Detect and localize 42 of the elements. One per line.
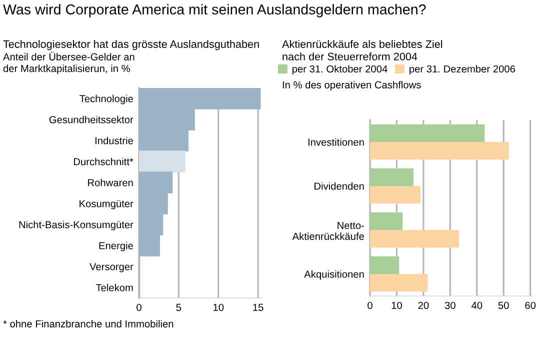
chart-subtitle: In % des operativen Cashflows bbox=[282, 81, 421, 90]
bar bbox=[370, 256, 400, 274]
y-tick-label: Nicht-Basis-Konsumgüter bbox=[19, 220, 134, 230]
legend-label: per 31. Oktober 2004 bbox=[292, 65, 388, 75]
x-tick-label: 0 bbox=[368, 302, 372, 310]
y-tick-label: Durchschnitt* bbox=[74, 158, 134, 166]
y-tick-label: Netto- Aktienrückkäufe bbox=[292, 222, 364, 240]
y-tick-label: Energie bbox=[99, 242, 133, 252]
bar bbox=[370, 274, 428, 292]
legend-label: per 31. Dezember 2006 bbox=[410, 65, 515, 75]
y-tick-label: Kosumgüter bbox=[80, 200, 134, 210]
text: Was wird Corporate America mit seinen Auslandsgeldern machen? bbox=[3, 4, 426, 18]
y-tick-label: Technologie bbox=[80, 94, 133, 104]
x-tick-label: 50 bbox=[498, 302, 509, 310]
x-tick-label: 10 bbox=[213, 304, 224, 312]
x-tick-label: 40 bbox=[471, 302, 482, 310]
chart-title: Technologiesektor hat das grösste Auslandsguthaben bbox=[3, 40, 259, 50]
bar bbox=[370, 230, 459, 248]
bar bbox=[370, 186, 421, 204]
y-tick-label: Versorger bbox=[90, 263, 134, 272]
x-tick-label: 15 bbox=[253, 304, 264, 312]
bar bbox=[139, 150, 186, 172]
y-tick-label: Akquisitionen bbox=[304, 270, 364, 280]
y-tick-label: Industrie bbox=[95, 136, 133, 144]
bar bbox=[370, 168, 414, 186]
bar bbox=[370, 142, 509, 160]
y-tick-label: Rohwaren bbox=[88, 178, 133, 186]
chart-title: Aktienrückkäufe als beliebtes Ziel nach der Steuerreform 2004 bbox=[282, 40, 442, 60]
x-tick-label: 10 bbox=[392, 302, 402, 310]
x-tick-label: 60 bbox=[525, 302, 536, 310]
chart-subtitle: Anteil der Übersee-Gelder an der Marktkapitalisierun, in % bbox=[3, 52, 134, 74]
x-tick-label: 20 bbox=[418, 302, 429, 310]
bar bbox=[370, 124, 485, 142]
y-tick-label: Investitionen bbox=[308, 138, 364, 146]
y-tick-label: Dividenden bbox=[314, 182, 364, 190]
text: * ohne Finanzbranche und Immobilien bbox=[3, 320, 174, 328]
x-tick-label: 5 bbox=[176, 304, 182, 312]
x-tick-label: 0 bbox=[136, 304, 142, 312]
bar bbox=[370, 212, 403, 230]
x-tick-label: 30 bbox=[444, 302, 456, 310]
y-tick-label: Gesundheitssektor bbox=[49, 116, 134, 124]
y-tick-label: Telekom bbox=[96, 284, 133, 292]
